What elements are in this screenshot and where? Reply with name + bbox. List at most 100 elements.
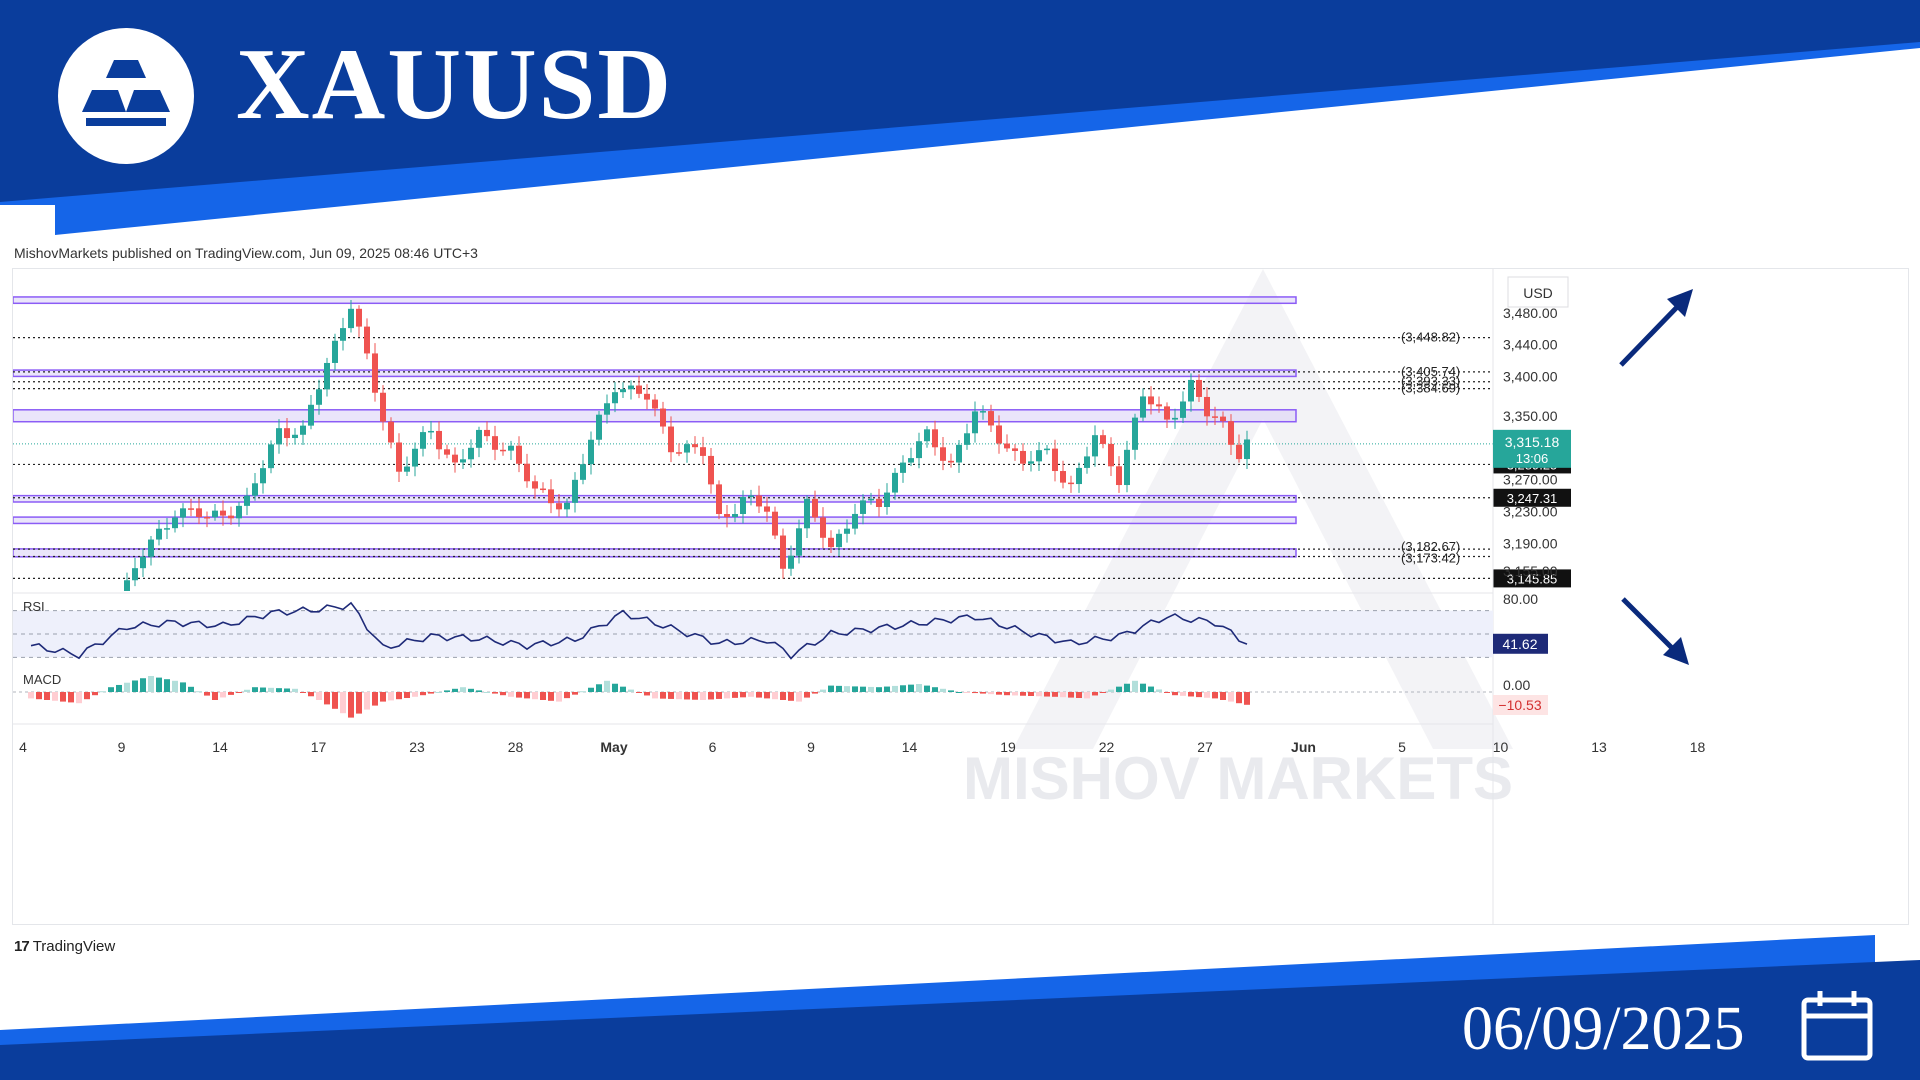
macd-bar bbox=[196, 691, 202, 693]
candle-body bbox=[1164, 406, 1170, 420]
candle-body bbox=[372, 353, 378, 393]
candle-body bbox=[804, 498, 810, 529]
macd-bar bbox=[1100, 692, 1106, 693]
header-banner bbox=[0, 0, 1920, 235]
candle-body bbox=[508, 445, 514, 451]
candle-body bbox=[548, 489, 554, 504]
bullish-arrow-head bbox=[1667, 289, 1693, 317]
x-tick-label: 6 bbox=[709, 739, 717, 755]
candle-body bbox=[1068, 482, 1074, 485]
macd-bar bbox=[268, 687, 274, 692]
x-tick-label: 5 bbox=[1398, 739, 1406, 755]
candle-body bbox=[396, 442, 402, 472]
candle-body bbox=[380, 392, 386, 422]
macd-bar bbox=[436, 692, 442, 693]
macd-bar bbox=[972, 692, 978, 694]
macd-bar bbox=[212, 692, 218, 700]
macd-bar bbox=[164, 679, 170, 692]
price-level-tag bbox=[1493, 488, 1571, 507]
candle-body bbox=[124, 580, 130, 591]
rsi-label: RSI bbox=[23, 599, 45, 614]
macd-bar bbox=[900, 685, 906, 692]
macd-bar bbox=[100, 691, 106, 693]
x-tick-label: 28 bbox=[508, 739, 524, 755]
candle-body bbox=[820, 517, 826, 538]
bullish-arrow bbox=[1619, 301, 1683, 367]
macd-bar bbox=[892, 685, 898, 692]
x-tick-label: 9 bbox=[807, 739, 815, 755]
current-price-tag bbox=[1493, 429, 1571, 468]
macd-bar bbox=[1180, 692, 1186, 696]
watermark-text: MISHOV MARKETS bbox=[963, 745, 1513, 812]
macd-bar bbox=[756, 692, 762, 698]
sr-zone bbox=[13, 516, 1297, 525]
candle-body bbox=[204, 516, 210, 519]
macd-bar bbox=[508, 692, 514, 697]
candle-body bbox=[1236, 444, 1242, 460]
candle-body bbox=[180, 508, 186, 518]
candle-body bbox=[892, 472, 898, 493]
level-label: (3,173.42) bbox=[1401, 550, 1460, 565]
macd-bar bbox=[1028, 692, 1034, 696]
macd-bar bbox=[556, 692, 562, 702]
macd-bar bbox=[180, 682, 186, 692]
candle-body bbox=[732, 514, 738, 518]
candle-body bbox=[1116, 466, 1122, 486]
candle-body bbox=[1132, 417, 1138, 450]
candle-body bbox=[484, 429, 490, 437]
macd-bar bbox=[564, 692, 570, 699]
price-chart[interactable]: MISHOV MARKETS (3,448.82) (3,405.74)(3,393… bbox=[13, 269, 1908, 924]
candle-body bbox=[276, 428, 282, 445]
macd-bar bbox=[236, 692, 242, 693]
macd-bar bbox=[780, 692, 786, 700]
rsi-value-tag bbox=[1493, 633, 1548, 654]
macd-bar bbox=[884, 686, 890, 692]
candle-body bbox=[796, 528, 802, 556]
candle-body bbox=[364, 326, 370, 354]
macd-bar bbox=[812, 692, 818, 694]
macd-value: −10.53 bbox=[1498, 697, 1541, 713]
macd-bar bbox=[956, 692, 962, 693]
macd-bar bbox=[708, 692, 714, 700]
candle-body bbox=[1156, 404, 1162, 407]
candle-body bbox=[532, 481, 538, 489]
macd-bar bbox=[1228, 692, 1234, 702]
tradingview-logo-text: TradingView bbox=[32, 938, 116, 955]
candle-body bbox=[708, 455, 714, 485]
macd-bar bbox=[324, 692, 330, 705]
x-tick-label: 23 bbox=[409, 739, 425, 755]
chart-panel[interactable]: MISHOV MARKETS (3,448.82) (3,405.74) (3,393… bbox=[12, 268, 1909, 925]
macd-bar bbox=[156, 677, 162, 692]
candle-body bbox=[900, 462, 906, 473]
macd-label: MACD bbox=[23, 672, 61, 687]
candle-body bbox=[308, 404, 314, 426]
candle-body bbox=[1044, 448, 1050, 451]
candle-body bbox=[572, 479, 578, 503]
macd-bar bbox=[332, 692, 338, 709]
candle-body bbox=[716, 484, 722, 515]
macd-bar bbox=[836, 685, 842, 692]
currency-box bbox=[1507, 276, 1569, 308]
macd-bar bbox=[948, 690, 954, 692]
macd-bar bbox=[316, 692, 322, 700]
candle-body bbox=[348, 308, 354, 329]
macd-bar bbox=[372, 692, 378, 706]
sr-zone bbox=[13, 548, 1297, 558]
candle-body bbox=[588, 439, 594, 465]
y-tick-label: 3,190.00 bbox=[1503, 535, 1558, 551]
candle-body bbox=[1108, 443, 1114, 467]
publisher-note: MishovMarkets published on TradingView.c… bbox=[14, 245, 478, 261]
macd-bar bbox=[612, 683, 618, 692]
candle-body bbox=[740, 496, 746, 515]
bearish-arrow bbox=[1621, 597, 1679, 655]
macd-bar bbox=[964, 692, 970, 693]
macd-bar bbox=[1036, 692, 1042, 697]
candle-body bbox=[828, 537, 834, 548]
macd-bar bbox=[252, 687, 258, 692]
macd-bar bbox=[604, 680, 610, 692]
gold-bars-icon bbox=[82, 60, 170, 126]
macd-bar bbox=[1092, 692, 1098, 696]
macd-bar bbox=[852, 686, 858, 692]
macd-bar bbox=[588, 687, 594, 692]
rsi-value: 41.62 bbox=[1502, 636, 1537, 652]
